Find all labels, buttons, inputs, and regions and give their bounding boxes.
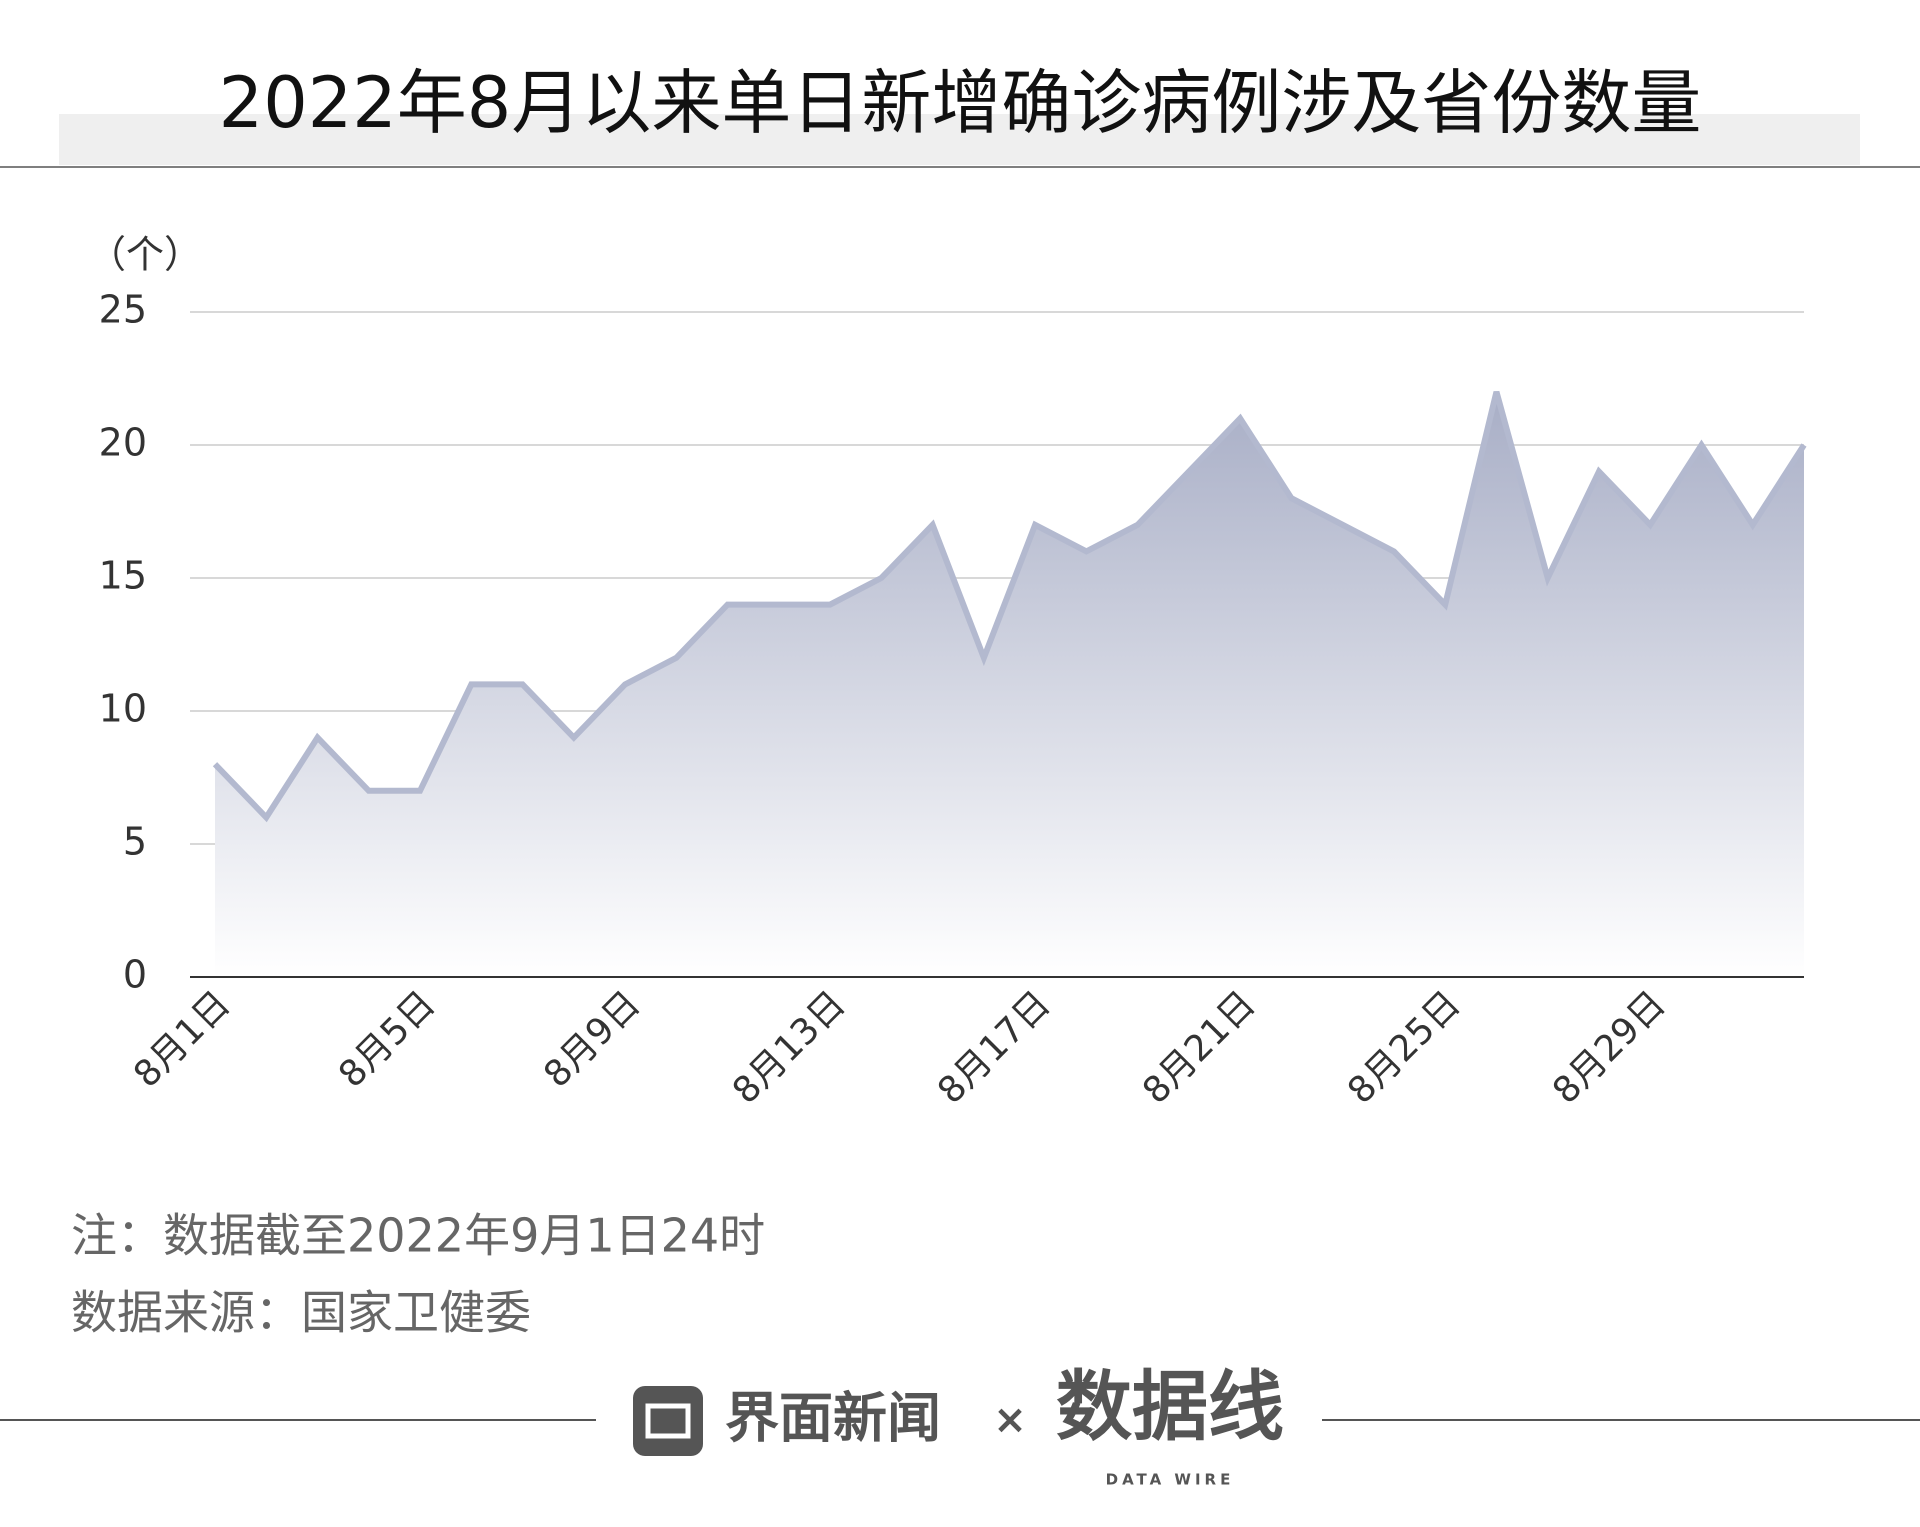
y-tick-label: 20	[99, 421, 147, 465]
y-tick-label: 15	[99, 554, 147, 598]
line	[212, 391, 1807, 823]
x-tick-label: 8月25日	[1340, 983, 1468, 1111]
title-band	[59, 114, 1860, 165]
x-tick-label: 8月17日	[930, 983, 1058, 1111]
y-tick-label: 25	[99, 288, 147, 332]
brand: 界面新闻	[725, 1387, 941, 1450]
times: ×	[993, 1397, 1027, 1443]
source: 数据来源：国家卫健委	[71, 1286, 531, 1340]
chart-title: 2022年8月以来单日新增确诊病例涉及省份数量	[219, 62, 1702, 144]
note: 注：数据截至2022年9月1日24时	[71, 1209, 765, 1263]
brand-icon-mark	[645, 1403, 691, 1439]
x-tick-label: 8月29日	[1545, 983, 1673, 1111]
x-tick-label: 8月9日	[536, 983, 648, 1095]
y-tick-label: 10	[99, 687, 147, 731]
x-tick-label: 8月1日	[126, 983, 238, 1095]
y-tick-label: 0	[123, 953, 147, 997]
x-tick-label: 8月21日	[1135, 983, 1263, 1111]
area	[215, 391, 1804, 977]
partner-sub: DATA WIRE	[1106, 1471, 1235, 1489]
brand-icon	[633, 1386, 703, 1456]
y-tick-label: 5	[123, 820, 147, 864]
y-unit: （个）	[88, 233, 202, 277]
x-tick-label: 8月13日	[725, 983, 853, 1111]
x-tick-label: 8月5日	[331, 983, 443, 1095]
partner: 数据线	[1056, 1362, 1284, 1451]
